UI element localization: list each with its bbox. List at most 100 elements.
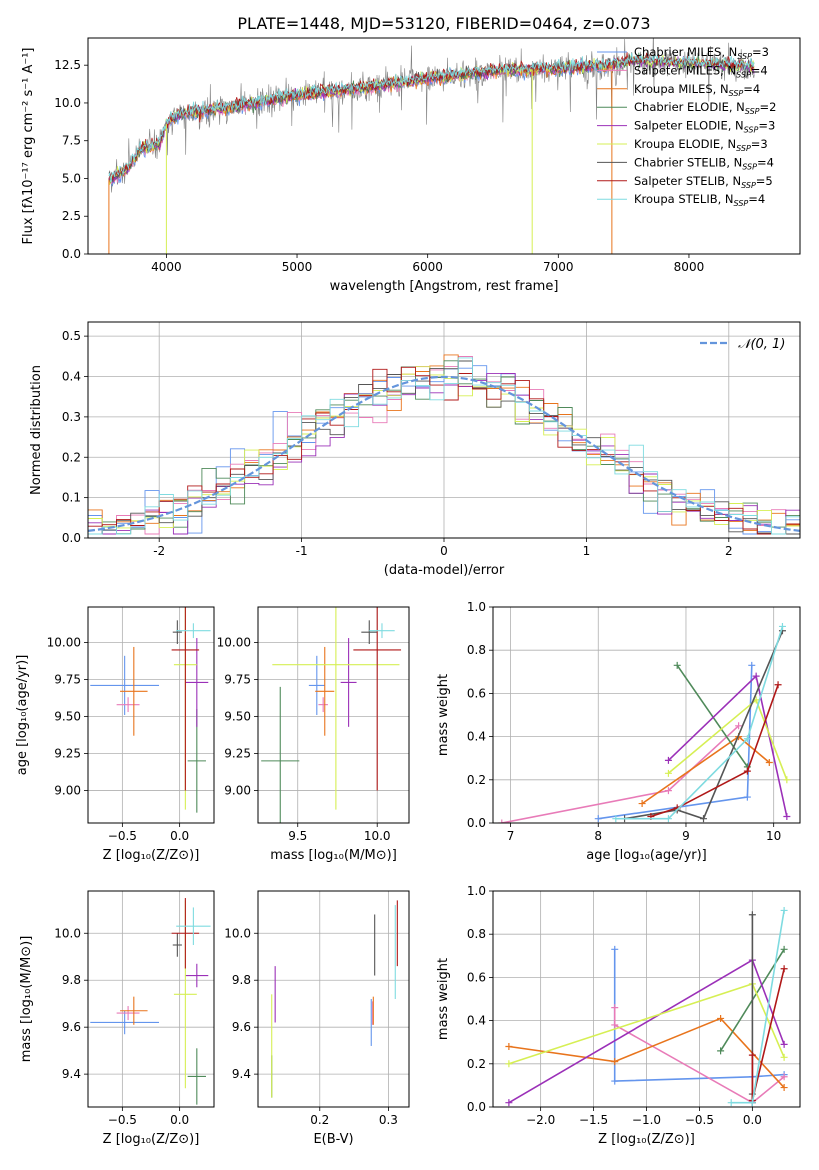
- point-salpeter_miles: [318, 697, 328, 713]
- x-tick-label: 10.0: [364, 829, 391, 843]
- weight-marker-chabrier_elodie: [717, 1047, 725, 1055]
- x-tick-label: 7: [507, 829, 515, 843]
- x-tick-label: 0.3: [379, 1113, 398, 1127]
- legend-entry: Kroupa ELODIE, NSSP=3: [634, 137, 768, 153]
- y-tick-label: 9.25: [54, 746, 81, 760]
- weight-marker-salpeter_stelib: [743, 767, 751, 775]
- y-tick-label: 9.8: [232, 973, 251, 987]
- axes-frame: [87, 606, 215, 824]
- y-tick-label: 9.75: [54, 672, 81, 686]
- legend-subscript: SSP: [736, 144, 751, 153]
- x-tick-label: −0.5: [108, 1113, 137, 1127]
- weight-marker-chabrier_miles: [743, 793, 751, 801]
- x-tick-label: 10: [766, 829, 781, 843]
- weight-marker-kroupa_miles: [717, 1014, 725, 1022]
- point-salpeter_stelib: [353, 607, 402, 791]
- y-tick-label: 9.8: [62, 973, 81, 987]
- y-tick-label: 2.5: [62, 209, 81, 223]
- y-tick-label: 9.75: [224, 672, 251, 686]
- x-tick-label: -1: [296, 544, 308, 558]
- weight-marker-salpeter_miles: [611, 1021, 619, 1029]
- y-axis-label: mass weight: [436, 958, 451, 1040]
- y-tick-label: 0.6: [467, 686, 486, 700]
- weight-marker-salpeter_miles: [611, 1004, 619, 1012]
- x-tick-label: 4000: [151, 260, 182, 274]
- weight-marker-salpeter_stelib: [748, 1051, 756, 1059]
- axes-frame: [257, 606, 410, 824]
- y-axis-label: age [log₁₀(age/yr)]: [15, 655, 30, 776]
- point-chabrier_stelib: [361, 620, 378, 644]
- weight-marker-kroupa_stelib: [743, 735, 751, 743]
- legend-entry: 𝒩(0, 1): [738, 337, 785, 352]
- y-tick-label: 0.2: [467, 773, 486, 787]
- y-tick-label: 5.0: [62, 171, 81, 185]
- weight-marker-kroupa_elodie: [505, 1060, 513, 1068]
- y-tick-label: 0.1: [62, 491, 81, 505]
- weight-series-kroupa_stelib: [615, 626, 784, 820]
- legend-subscript: SSP: [737, 52, 752, 61]
- y-tick-label: 0.0: [467, 816, 486, 830]
- legend-subscript: SSP: [744, 126, 759, 135]
- model-spectrum-line-kroupa_stelib: [108, 52, 755, 183]
- point-chabrier_elodie: [187, 1048, 206, 1105]
- x-tick-label: 9: [682, 829, 690, 843]
- y-tick-label: 0.6: [467, 970, 486, 984]
- x-tick-label: 9.5: [288, 829, 307, 843]
- y-tick-label: 1.0: [467, 884, 486, 898]
- weight-marker-kroupa_stelib: [727, 1099, 735, 1107]
- legend-value: =4: [757, 155, 774, 169]
- legend-entry: Salpeter MILES, NSSP=4: [634, 63, 768, 79]
- y-tick-label: 10.00: [47, 636, 81, 650]
- y-tick-label: 9.4: [232, 1067, 251, 1081]
- x-axis-label: wavelength [Angstrom, rest frame]: [330, 279, 559, 294]
- legend-text: Chabrier ELODIE, N: [634, 100, 745, 114]
- y-axis-label: mass [log₁₀(M/M⊙)]: [19, 936, 34, 1063]
- legend-value: =3: [752, 45, 769, 59]
- weight-series-chabrier_miles: [598, 665, 753, 820]
- weight-marker-salpeter_stelib: [780, 965, 788, 973]
- legend-value: =3: [751, 137, 768, 151]
- x-tick-label: 5000: [282, 260, 313, 274]
- legend-text: Chabrier MILES, N: [634, 45, 737, 59]
- y-tick-label: 0.0: [62, 531, 81, 545]
- weight-marker-chabrier_elodie: [780, 945, 788, 953]
- y-tick-label: 0.4: [62, 370, 81, 384]
- legend-value: =3: [758, 119, 775, 133]
- weight-series-salpeter_stelib: [650, 684, 779, 818]
- point-kroupa_stelib: [176, 623, 211, 639]
- weight-marker-kroupa_elodie: [780, 1053, 788, 1061]
- weight-marker-salpeter_elodie: [664, 756, 672, 764]
- weight-marker-kroupa_elodie: [664, 769, 672, 777]
- legend-value: =2: [760, 100, 777, 114]
- weight-series-salpeter_miles: [501, 725, 740, 823]
- weight-marker-kroupa_stelib: [778, 622, 786, 630]
- point-chabrier_elodie: [261, 686, 300, 823]
- weight-marker-salpeter_stelib: [774, 681, 782, 689]
- spectrum-panel: 4000 5000 6000 7000 8000 0.0 2.5 5.0 7.5 10.0 12.5…: [21, 37, 801, 294]
- y-tick-label: 10.0: [224, 926, 251, 940]
- x-tick-label: 1: [583, 544, 591, 558]
- legend-subscript: SSP: [729, 89, 744, 98]
- y-tick-label: 0.0: [467, 1100, 486, 1114]
- point-chabrier_stelib: [172, 620, 182, 644]
- legend-subscript: SSP: [742, 162, 757, 171]
- x-tick-label: 8000: [674, 260, 705, 274]
- y-tick-label: 0.4: [467, 1014, 486, 1028]
- weight-marker-kroupa_stelib: [612, 815, 620, 823]
- x-tick-label: 0.0: [743, 1113, 762, 1127]
- y-tick-label: 0.4: [467, 730, 486, 744]
- weight-marker-chabrier_miles: [748, 661, 756, 669]
- legend-text: Kroupa ELODIE, N: [634, 137, 736, 151]
- y-tick-label: 0.8: [467, 643, 486, 657]
- x-tick-label: 6000: [412, 260, 443, 274]
- residual-histogram-kroupa_stelib: [88, 357, 800, 538]
- y-tick-label: 0.5: [62, 329, 81, 343]
- weight-marker-chabrier_miles: [611, 945, 619, 953]
- legend-entry: Kroupa MILES, NSSP=4: [634, 82, 760, 98]
- x-tick-label: −1.5: [579, 1113, 608, 1127]
- x-tick-label: 0.2: [310, 1113, 329, 1127]
- legend-subscript: SSP: [745, 107, 760, 116]
- weight-marker-salpeter_elodie: [752, 672, 760, 680]
- figure-title: PLATE=1448, MJD=53120, FIBERID=0464, z=0…: [237, 14, 650, 33]
